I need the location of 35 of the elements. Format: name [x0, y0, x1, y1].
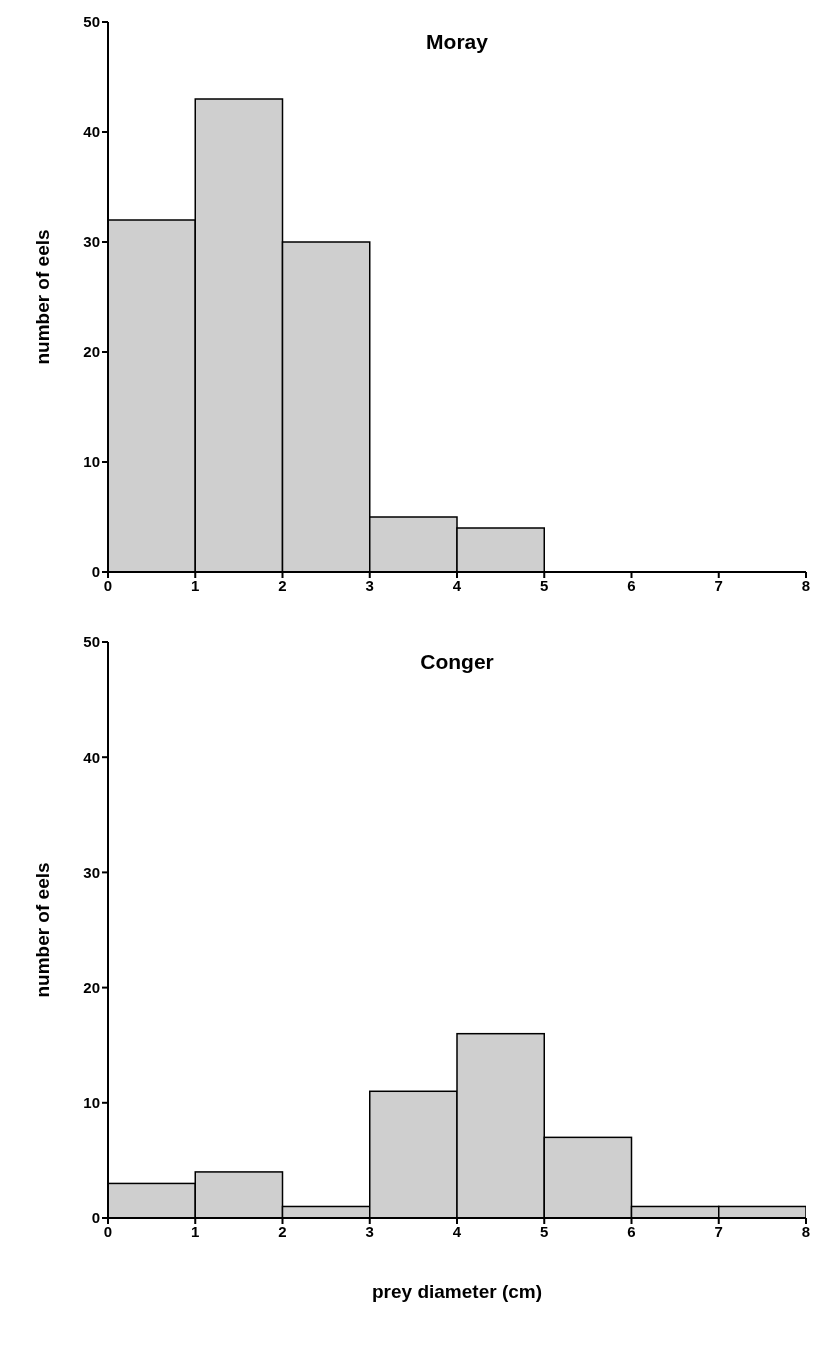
y-tick-label: 50: [83, 13, 100, 31]
chart-title: Conger: [419, 650, 495, 674]
x-tick-label: 5: [540, 1222, 549, 1240]
x-tick-label: 8: [801, 576, 811, 594]
y-tick-label: 50: [83, 633, 100, 651]
y-tick-label: 20: [83, 343, 100, 361]
y-axis-title: number of eels: [31, 229, 53, 365]
x-tick-label: 6: [627, 576, 636, 594]
y-tick-label: 20: [83, 978, 100, 996]
y-tick-label: 40: [83, 123, 100, 141]
y-tick-label: 0: [91, 1209, 100, 1227]
y-tick-label: 40: [83, 748, 100, 766]
y-tick-label: 10: [83, 453, 100, 471]
x-tick-label: 3: [365, 1222, 374, 1240]
chart-title: Moray: [425, 30, 489, 54]
x-tick-label: 0: [103, 576, 113, 594]
x-tick-label: 7: [714, 1222, 723, 1240]
x-tick-label: 1: [191, 576, 200, 594]
x-tick-label: 0: [103, 1222, 113, 1240]
x-tick-label: 4: [452, 576, 462, 594]
y-tick-label: 0: [91, 563, 100, 581]
x-tick-label: 4: [452, 1222, 462, 1240]
x-tick-label: 1: [191, 1222, 200, 1240]
y-tick-label: 30: [83, 233, 100, 251]
x-tick-label: 2: [278, 576, 287, 594]
y-axis-title: number of eels: [31, 862, 53, 998]
x-axis-title: prey diameter (cm): [371, 1281, 543, 1302]
x-tick-label: 3: [365, 576, 374, 594]
y-tick-label: 30: [83, 863, 100, 881]
x-tick-label: 2: [278, 1222, 287, 1240]
x-tick-label: 7: [714, 576, 723, 594]
x-tick-label: 8: [801, 1222, 811, 1240]
x-tick-label: 6: [627, 1222, 636, 1240]
x-tick-label: 5: [540, 576, 549, 594]
y-tick-label: 10: [83, 1094, 100, 1112]
